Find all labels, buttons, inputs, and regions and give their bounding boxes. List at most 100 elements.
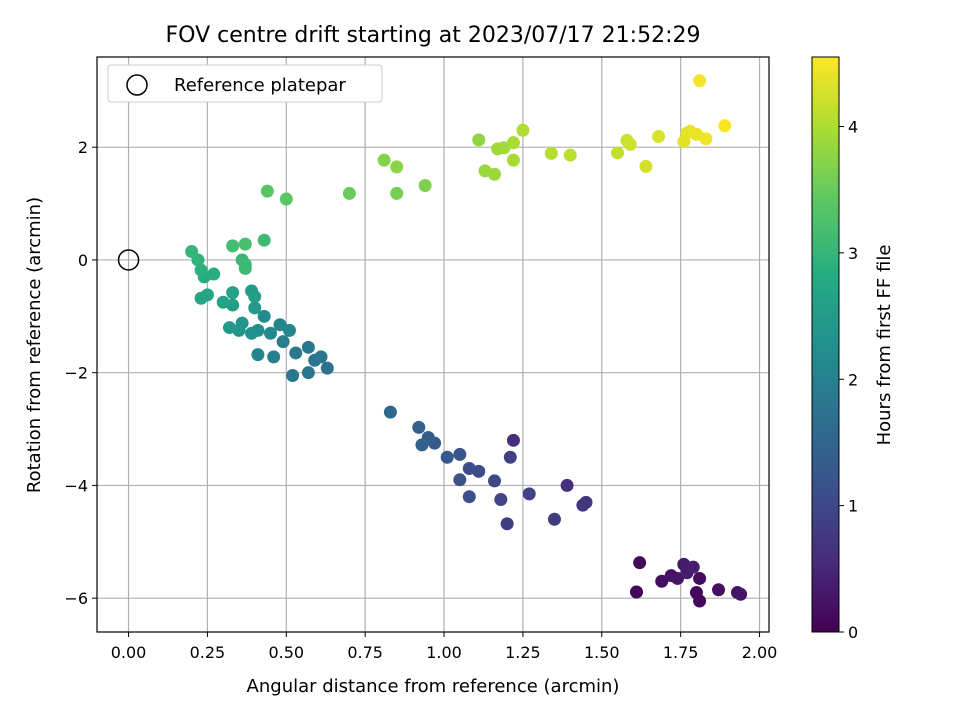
data-point [693, 571, 707, 585]
legend: Reference platepar [107, 64, 383, 103]
data-point [718, 119, 732, 133]
chart-title: FOV centre drift starting at 2023/07/17 … [166, 23, 701, 48]
data-point [320, 361, 334, 375]
data-point [734, 587, 748, 601]
x-tick-label: 0.00 [111, 643, 147, 662]
x-tick-label: 0.50 [268, 643, 304, 662]
x-tick-label: 0.75 [347, 643, 383, 662]
data-point [563, 148, 577, 162]
data-point [494, 493, 508, 507]
data-point [289, 346, 303, 360]
y-axis-label: Rotation from reference (arcmin) [24, 197, 45, 493]
colorbar-tick-label: 0 [848, 623, 858, 642]
legend-reference-marker [126, 74, 148, 96]
x-axis-ticks: 0.00 0.25 0.50 0.75 1.00 1.25 1.50 1.75 2.00 [111, 632, 778, 662]
data-point [226, 239, 240, 253]
reference-platepar-marker [117, 249, 140, 271]
legend-box [107, 64, 383, 103]
data-point [639, 159, 653, 173]
x-tick-label: 1.75 [663, 643, 699, 662]
data-point [390, 186, 404, 200]
data-point [257, 309, 271, 323]
x-tick-label: 2.00 [742, 643, 778, 662]
data-point [216, 295, 230, 309]
data-point [226, 286, 240, 300]
data-point [412, 420, 426, 434]
colorbar-tick-label: 1 [848, 497, 858, 516]
data-point [500, 517, 514, 531]
data-point [633, 556, 647, 570]
x-tick-label: 0.25 [190, 643, 226, 662]
data-point [245, 326, 259, 340]
data-point [415, 438, 429, 452]
data-point [652, 129, 666, 143]
y-axis-ticks: −6 −4 −2 0 2 [64, 138, 97, 608]
data-point [560, 478, 574, 492]
colorbar: 0 1 2 3 4 Hours from first FF file [811, 56, 895, 642]
plot-frame [96, 56, 770, 633]
data-point [488, 167, 502, 181]
data-point [503, 450, 517, 464]
data-point [579, 495, 593, 509]
data-point [248, 290, 262, 304]
x-tick-label: 1.50 [584, 643, 620, 662]
colorbar-tick-label: 3 [848, 244, 858, 263]
data-point [506, 153, 520, 167]
data-point [440, 450, 454, 464]
colorbar-ticks: 0 1 2 3 4 [839, 118, 858, 642]
data-point [699, 132, 713, 146]
data-point [273, 318, 287, 332]
legend-entry-label: Reference platepar [174, 75, 346, 96]
colorbar-gradient [811, 56, 840, 633]
data-point [238, 237, 252, 251]
data-point [522, 487, 536, 501]
y-tick-label: −6 [64, 589, 88, 608]
data-point [629, 585, 643, 599]
data-point [671, 571, 685, 585]
data-point [693, 594, 707, 608]
data-point [238, 257, 252, 271]
data-point [453, 473, 467, 487]
data-point [267, 350, 281, 364]
data-point [686, 560, 700, 574]
data-point [453, 447, 467, 461]
x-axis-label: Angular distance from reference (arcmin) [247, 676, 620, 697]
data-points [185, 74, 748, 608]
data-point [223, 321, 237, 335]
data-point [235, 316, 249, 330]
y-tick-label: −2 [64, 364, 88, 383]
data-point [314, 350, 328, 364]
y-tick-label: 0 [78, 251, 88, 270]
colorbar-tick-label: 4 [848, 118, 858, 137]
data-point [506, 433, 520, 447]
colorbar-tick-label: 2 [848, 370, 858, 389]
data-point [264, 326, 278, 340]
data-point [286, 369, 300, 383]
data-point [693, 74, 707, 88]
x-tick-label: 1.25 [505, 643, 541, 662]
data-point [623, 137, 637, 151]
data-point [418, 179, 432, 193]
data-point [194, 263, 208, 277]
data-point [462, 490, 476, 504]
data-point [276, 335, 290, 349]
data-point [260, 184, 274, 198]
data-point [251, 348, 265, 362]
data-point [544, 146, 558, 160]
data-point [488, 474, 502, 488]
data-point [194, 291, 208, 305]
data-point [547, 512, 561, 526]
data-point [506, 136, 520, 150]
data-point [655, 574, 669, 588]
data-point [279, 192, 293, 206]
reference-layer [117, 249, 140, 271]
data-point [282, 323, 296, 337]
data-point [185, 244, 199, 258]
data-point [257, 233, 271, 247]
data-point [207, 267, 221, 281]
x-tick-label: 1.00 [426, 643, 462, 662]
data-point [390, 160, 404, 174]
data-point [301, 366, 315, 380]
